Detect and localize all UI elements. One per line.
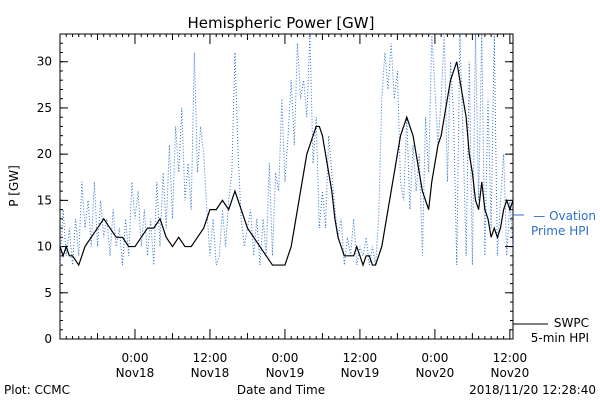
x-tick-date-label: Nov20 bbox=[491, 366, 530, 380]
y-tick-label: 30 bbox=[37, 55, 52, 69]
x-tick-time-label: 12:00 bbox=[193, 351, 228, 365]
x-tick-date-label: Nov18 bbox=[191, 366, 230, 380]
footer-right: 2018/11/20 12:28:40 bbox=[469, 383, 596, 397]
y-axis-ticks: 0 5 10 15 20 25 30 bbox=[37, 33, 513, 346]
x-axis-label: Date and Time bbox=[237, 383, 325, 397]
x-tick-time-label: 0:00 bbox=[122, 351, 149, 365]
legend-swpc: SWPC 5-min HPI bbox=[513, 316, 589, 345]
x-tick-date-label: Nov19 bbox=[341, 366, 380, 380]
swpc-hpi-line bbox=[59, 61, 514, 267]
legend-swpc-line1: SWPC bbox=[554, 316, 589, 330]
y-tick-label: 20 bbox=[37, 147, 52, 161]
y-tick-label: 5 bbox=[44, 286, 52, 300]
y-tick-label: 25 bbox=[37, 101, 52, 115]
x-tick-time-label: 0:00 bbox=[421, 351, 448, 365]
x-tick-date-label: Nov19 bbox=[266, 366, 305, 380]
x-axis-ticks: 0:00Nov1812:00Nov180:00Nov1912:00Nov190:… bbox=[59, 34, 530, 380]
x-tick-date-label: Nov20 bbox=[416, 366, 455, 380]
x-tick-time-label: 0:00 bbox=[271, 351, 298, 365]
y-tick-label: 10 bbox=[37, 240, 52, 254]
x-tick-time-label: 12:00 bbox=[343, 351, 378, 365]
legend-ovation-line1: — Ovation bbox=[533, 209, 596, 223]
plot-frame bbox=[59, 33, 514, 340]
x-tick-time-label: 12:00 bbox=[493, 351, 528, 365]
legend-swpc-line2: 5-min HPI bbox=[531, 331, 589, 345]
chart-title: Hemispheric Power [GW] bbox=[188, 14, 375, 32]
legend-ovation-line2: Prime HPI bbox=[531, 224, 589, 238]
y-tick-label: 15 bbox=[37, 193, 52, 207]
y-axis-label: P [GW] bbox=[7, 165, 21, 207]
footer-left: Plot: CCMC bbox=[4, 383, 70, 397]
legend-ovation: — Ovation Prime HPI bbox=[513, 209, 596, 238]
ovation-prime-hpi-line bbox=[59, 33, 514, 266]
series-layer bbox=[59, 33, 514, 267]
y-tick-label: 0 bbox=[44, 332, 52, 346]
x-tick-date-label: Nov18 bbox=[116, 366, 155, 380]
